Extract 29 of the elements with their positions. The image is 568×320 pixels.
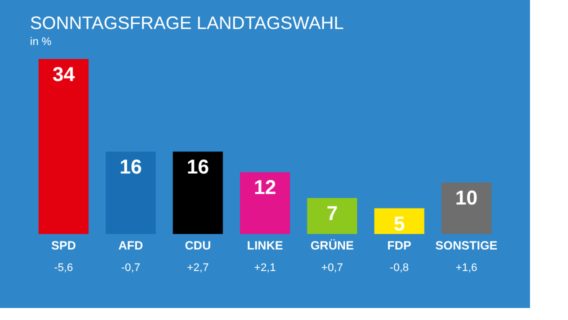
x-tick-label: SPD — [51, 238, 76, 252]
text: +2,1 — [254, 262, 276, 274]
bar — [240, 172, 290, 234]
text: -5,6 — [54, 262, 74, 274]
data-label: 34 — [52, 64, 76, 86]
text: +2,7 — [187, 262, 209, 274]
data-label: 16 — [186, 156, 209, 179]
x-tick-label: AFD — [118, 238, 144, 252]
chart-title: SONNTAGSFRAGE LANDTAGSWAHL — [30, 13, 344, 33]
x-tick-label: GRÜNE — [310, 238, 354, 252]
x-tick-label: FDP — [387, 238, 412, 252]
data-label: 5 — [394, 213, 405, 236]
text: -0,8 — [390, 262, 409, 274]
data-label: 12 — [254, 177, 276, 200]
data-label: 10 — [455, 188, 478, 210]
data-label: 16 — [120, 156, 142, 179]
bar — [374, 208, 424, 234]
bar — [38, 59, 89, 234]
bar — [307, 198, 358, 234]
bar — [441, 182, 492, 234]
text: +0,7 — [321, 262, 343, 274]
text: +1,6 — [456, 262, 478, 274]
x-tick-label: CDU — [184, 238, 211, 252]
x-tick-label: LINKE — [247, 238, 283, 252]
data-label: 7 — [326, 202, 338, 225]
bar — [172, 152, 223, 234]
text: -0,7 — [121, 262, 140, 274]
chart-subtitle: in % — [30, 36, 52, 48]
x-tick-label: SONSTIGE — [435, 238, 498, 252]
